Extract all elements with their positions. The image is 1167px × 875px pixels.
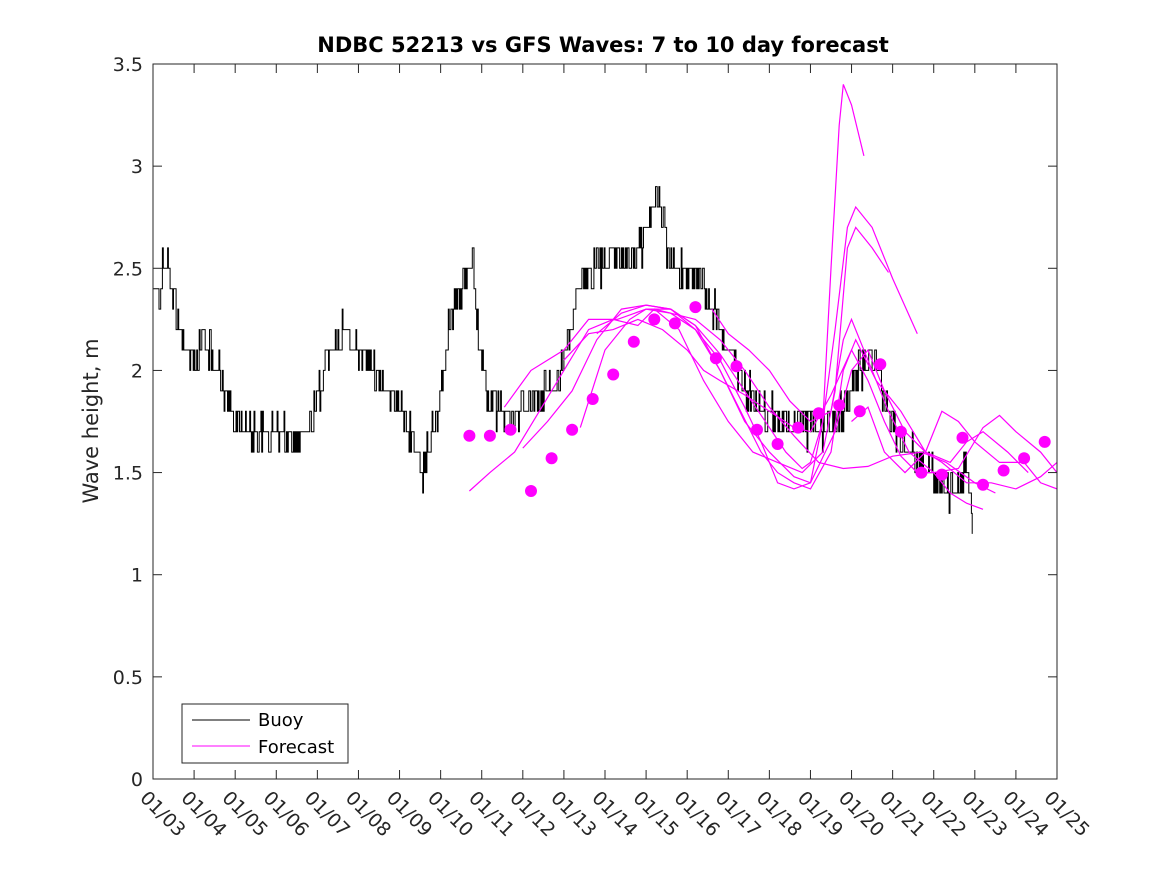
forecast-marker-20 xyxy=(853,405,866,418)
forecast-marker-9 xyxy=(627,335,640,348)
y-tick-label: 0 xyxy=(131,769,143,791)
y-axis-label: Wave height, m xyxy=(79,338,103,503)
forecast-marker-26 xyxy=(977,478,989,491)
forecast-marker-22 xyxy=(894,425,907,438)
legend-forecast-label: Forecast xyxy=(258,737,334,758)
y-tick-label: 2 xyxy=(131,360,143,382)
forecast-marker-11 xyxy=(668,317,681,330)
forecast-run-line-1 xyxy=(503,308,996,494)
forecast-marker-21 xyxy=(874,358,887,371)
forecast-run-line-4 xyxy=(468,226,889,492)
forecast-marker-18 xyxy=(812,407,825,420)
forecast-run-line-6 xyxy=(711,308,1057,474)
y-tick-label: 3.5 xyxy=(113,54,143,76)
forecast-marker-10 xyxy=(648,313,661,326)
forecast-marker-4 xyxy=(525,485,537,497)
forecast-marker-13 xyxy=(709,352,722,365)
forecast-marker-28 xyxy=(1018,452,1031,465)
y-tick-label: 1.5 xyxy=(113,463,143,485)
legend: Buoy Forecast xyxy=(181,703,349,764)
forecast-marker-5 xyxy=(545,452,558,465)
legend-box xyxy=(181,703,349,764)
y-tick-label: 3 xyxy=(131,156,143,178)
legend-buoy-label: Buoy xyxy=(258,710,304,731)
forecast-marker-19 xyxy=(833,399,846,412)
forecast-marker-23 xyxy=(915,466,928,479)
forecast-marker-12 xyxy=(689,301,702,314)
forecast-marker-3 xyxy=(504,423,517,436)
forecast-marker-25 xyxy=(956,431,969,444)
forecast-marker-2 xyxy=(483,429,496,442)
forecast-marker-24 xyxy=(935,468,948,481)
forecast-marker-7 xyxy=(586,393,599,405)
buoy-series-line xyxy=(153,186,973,534)
forecast-run-line-8 xyxy=(851,406,1057,490)
forecast-marker-14 xyxy=(730,360,743,373)
forecast-marker-27 xyxy=(997,464,1010,477)
y-tick-label: 2.5 xyxy=(113,258,143,280)
forecast-marker-29 xyxy=(1038,435,1051,448)
axes-background xyxy=(153,64,1057,779)
forecast-run-line-2 xyxy=(522,205,918,470)
forecast-marker-1 xyxy=(463,429,476,442)
forecast-marker-6 xyxy=(566,423,579,436)
forecast-marker-16 xyxy=(771,438,784,450)
y-tick-label: 1 xyxy=(131,565,143,587)
chart-title: NDBC 52213 vs GFS Waves: 7 to 10 day for… xyxy=(317,33,888,57)
forecast-marker-17 xyxy=(792,421,805,434)
forecast-marker-8 xyxy=(607,368,620,381)
forecast-marker-15 xyxy=(751,423,763,436)
y-tick-label: 0.5 xyxy=(113,667,143,689)
